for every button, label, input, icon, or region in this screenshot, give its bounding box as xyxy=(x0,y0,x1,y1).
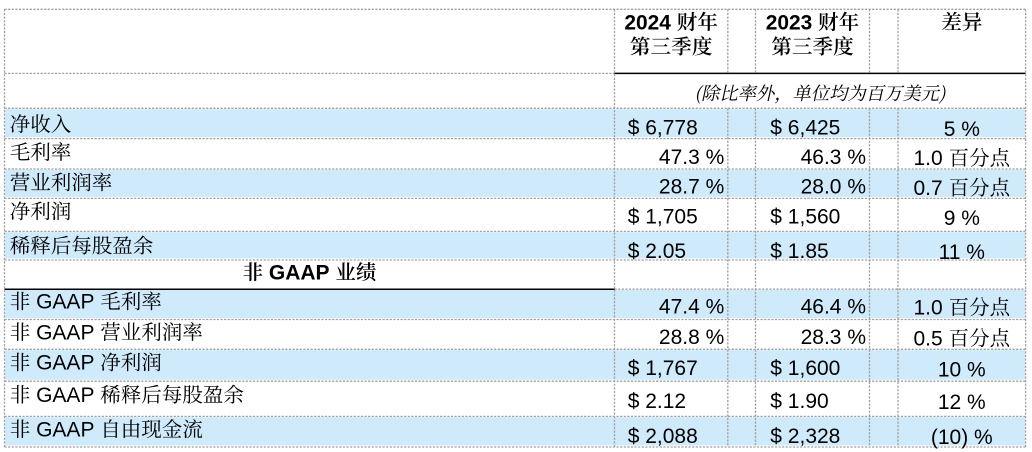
svg-text:$ 1,767: $ 1,767 xyxy=(628,357,698,380)
svg-text:2023: 2023 xyxy=(766,11,812,34)
svg-text:GAAP: GAAP xyxy=(36,419,94,442)
svg-text:GAAP: GAAP xyxy=(36,384,94,407)
svg-text:GAAP: GAAP xyxy=(36,291,94,314)
svg-text:2024: 2024 xyxy=(624,11,671,34)
svg-text:10 %: 10 % xyxy=(938,358,986,381)
svg-text:$ 1.90: $ 1.90 xyxy=(770,390,828,413)
svg-text:28.0 %: 28.0 % xyxy=(801,176,866,199)
svg-text:46.4 %: 46.4 % xyxy=(801,295,866,318)
svg-text:28.8 %: 28.8 % xyxy=(659,326,724,349)
svg-text:$ 6,778: $ 6,778 xyxy=(628,117,698,140)
svg-text:GAAP: GAAP xyxy=(36,321,94,344)
svg-text:GAAP: GAAP xyxy=(36,352,94,375)
svg-text:$ 2.05: $ 2.05 xyxy=(628,240,686,263)
svg-text:28.3 %: 28.3 % xyxy=(801,326,866,349)
svg-text:12 %: 12 % xyxy=(938,391,986,414)
svg-text:$ 2,328: $ 2,328 xyxy=(770,425,840,448)
svg-text:0.7: 0.7 xyxy=(914,177,943,200)
svg-text:$ 2,088: $ 2,088 xyxy=(628,425,698,448)
svg-text:$ 2.12: $ 2.12 xyxy=(628,390,686,413)
svg-text:$ 1,600: $ 1,600 xyxy=(770,357,840,380)
svg-text:$ 1,560: $ 1,560 xyxy=(770,206,840,229)
svg-text:28.7 %: 28.7 % xyxy=(659,176,724,199)
svg-text:46.3 %: 46.3 % xyxy=(801,146,866,169)
svg-text:5 %: 5 % xyxy=(944,118,980,141)
svg-text:47.3 %: 47.3 % xyxy=(659,146,724,169)
svg-text:1.0: 1.0 xyxy=(914,147,943,170)
svg-text:$ 1.85: $ 1.85 xyxy=(770,240,828,263)
svg-text:0.5: 0.5 xyxy=(914,327,943,350)
svg-text:9 %: 9 % xyxy=(944,207,980,230)
svg-text:47.4 %: 47.4 % xyxy=(659,295,724,318)
svg-text:$ 6,425: $ 6,425 xyxy=(770,117,840,140)
svg-text:1.0: 1.0 xyxy=(914,297,943,320)
svg-text:GAAP: GAAP xyxy=(269,261,330,284)
svg-text:$ 1,705: $ 1,705 xyxy=(628,206,698,229)
svg-text:(10) %: (10) % xyxy=(931,426,993,449)
svg-text:11 %: 11 % xyxy=(939,241,985,264)
